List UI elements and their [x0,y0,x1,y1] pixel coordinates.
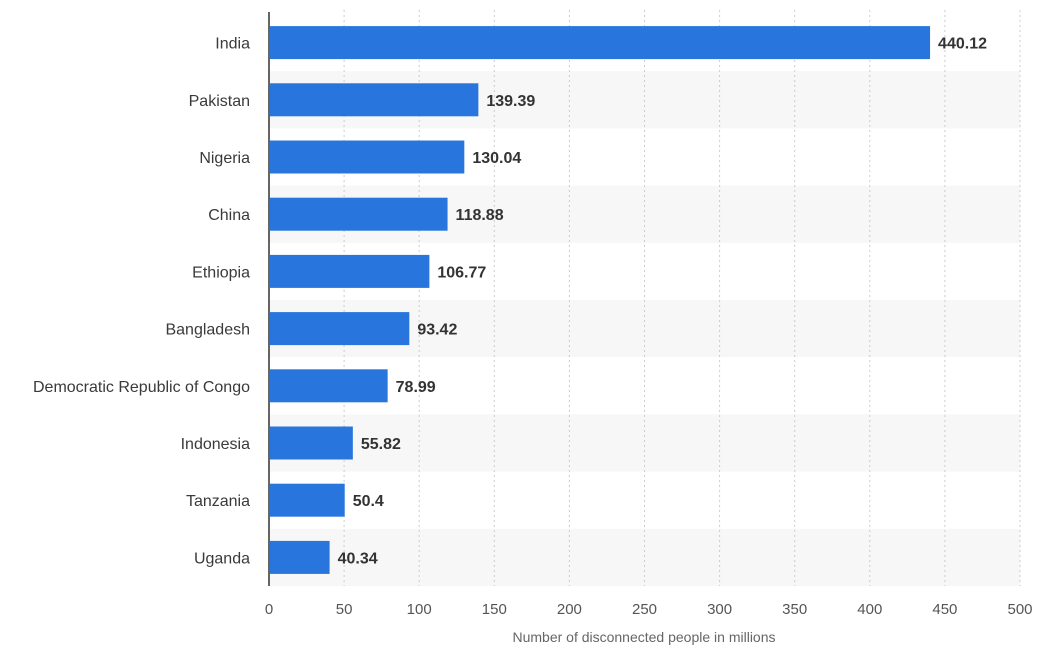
value-label: 118.88 [456,207,504,224]
x-tick-label: 0 [265,601,273,618]
value-label: 130.04 [472,150,521,167]
x-tick-label: 400 [857,601,882,618]
value-label: 93.42 [417,322,457,339]
category-label: Pakistan [189,93,250,110]
row-band [269,414,1020,472]
value-label: 55.82 [361,436,401,453]
x-tick-label: 200 [557,601,582,618]
value-label: 106.77 [437,264,486,281]
row-band [269,528,1020,586]
category-label: Nigeria [199,150,250,167]
x-tick-label: 150 [482,601,507,618]
category-label: Uganda [194,550,250,567]
x-tick-label: 500 [1007,601,1032,618]
x-tick-label: 100 [407,601,432,618]
category-label: Ethiopia [192,264,250,281]
bar [270,312,410,346]
value-label: 440.12 [938,36,987,53]
x-tick-labels: 0 50 100 150 200 250 300 350 400 450 500 [265,601,1033,618]
x-tick-label: 50 [336,601,353,618]
bar [270,83,479,117]
bar [270,197,448,231]
category-label: Tanzania [186,493,250,510]
x-tick-label: 300 [707,601,732,618]
category-label: Bangladesh [165,322,250,339]
value-label: 50.4 [353,493,384,510]
bar [270,26,931,60]
value-label: 139.39 [486,93,535,110]
category-label: Democratic Republic of Congo [33,379,250,396]
bar [270,483,345,517]
bar [270,140,465,174]
bar [270,540,330,574]
x-tick-label: 450 [932,601,957,618]
bar [270,426,353,460]
bar [270,254,430,288]
x-tick-label: 350 [782,601,807,618]
category-labels: India Pakistan Nigeria China Ethiopia Banglad… [33,36,250,568]
x-axis-title: Number of disconnected people in million… [512,629,775,645]
category-label: Indonesia [181,436,250,453]
x-tick-label: 250 [632,601,657,618]
category-label: India [215,36,250,53]
value-labels: 440.12 139.39 130.04 118.88 106.77 93.42 78.99… [338,36,988,568]
bar [270,369,388,403]
value-label: 78.99 [396,379,436,396]
bars [270,26,931,574]
value-label: 40.34 [338,550,378,567]
category-label: China [208,207,250,224]
